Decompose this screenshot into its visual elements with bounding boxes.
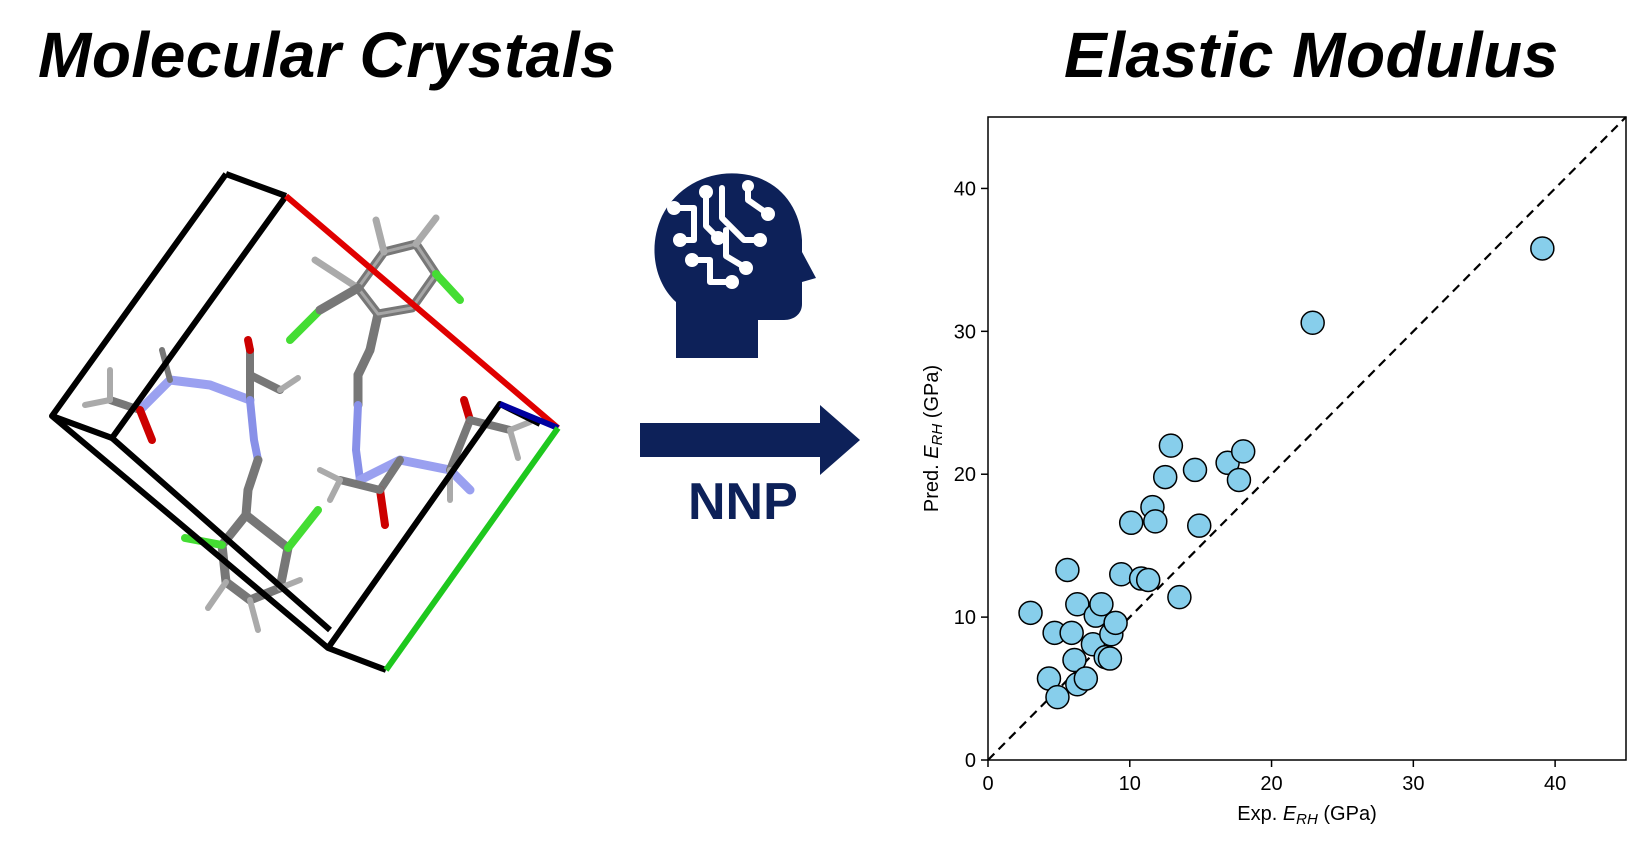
data-point xyxy=(1182,457,1208,483)
data-point xyxy=(1065,592,1090,617)
data-point xyxy=(1152,464,1178,490)
data-point xyxy=(1135,567,1161,593)
data-point xyxy=(1530,236,1555,261)
data-point xyxy=(1097,646,1123,671)
data-point xyxy=(1109,561,1134,587)
data-point xyxy=(1045,684,1070,710)
data-point xyxy=(1103,610,1128,636)
ai-head-circuit-icon xyxy=(654,173,816,358)
crystal-molecules xyxy=(82,214,533,633)
data-point xyxy=(1055,557,1080,583)
data-point xyxy=(1018,600,1043,626)
data-point xyxy=(1300,310,1325,336)
y-tick-label: 40 xyxy=(954,178,976,200)
data-point xyxy=(1089,592,1114,617)
data-point xyxy=(1230,439,1256,464)
data-point xyxy=(1143,509,1168,534)
nnp-label: NNP xyxy=(688,473,798,531)
y-tick-label: 10 xyxy=(954,607,976,629)
data-point xyxy=(1059,620,1084,646)
x-tick-label: 20 xyxy=(1260,773,1282,795)
y-axis-label: Pred. ERH (GPa) xyxy=(921,365,946,512)
data-point xyxy=(1073,666,1099,691)
plot-frame xyxy=(987,116,1627,761)
x-tick-label: 30 xyxy=(1402,773,1424,795)
data-point xyxy=(1167,584,1192,610)
x-tick-label: 0 xyxy=(982,773,993,795)
x-tick-label: 40 xyxy=(1544,773,1566,795)
data-point xyxy=(1158,433,1184,458)
crystal-axis-a xyxy=(284,193,560,431)
right-arrow-icon xyxy=(640,405,860,475)
y-tick-label: 0 xyxy=(965,750,976,772)
data-point xyxy=(1186,513,1212,538)
crystal-axis-c xyxy=(498,401,560,431)
crystal-axis-b xyxy=(383,426,561,672)
heading-elastic-modulus: Elastic Modulus xyxy=(1064,19,1559,91)
y-tick-label: 30 xyxy=(954,321,976,343)
data-point xyxy=(1062,647,1087,673)
y-tick-label: 20 xyxy=(954,464,976,486)
x-axis-label: Exp. ERH (GPa) xyxy=(1237,803,1377,828)
data-point xyxy=(1226,467,1252,493)
molecular-crystal-illustration xyxy=(49,171,561,673)
data-point xyxy=(1118,510,1144,536)
heading-molecular-crystals: Molecular Crystals xyxy=(38,19,617,91)
x-tick-label: 10 xyxy=(1119,773,1141,795)
